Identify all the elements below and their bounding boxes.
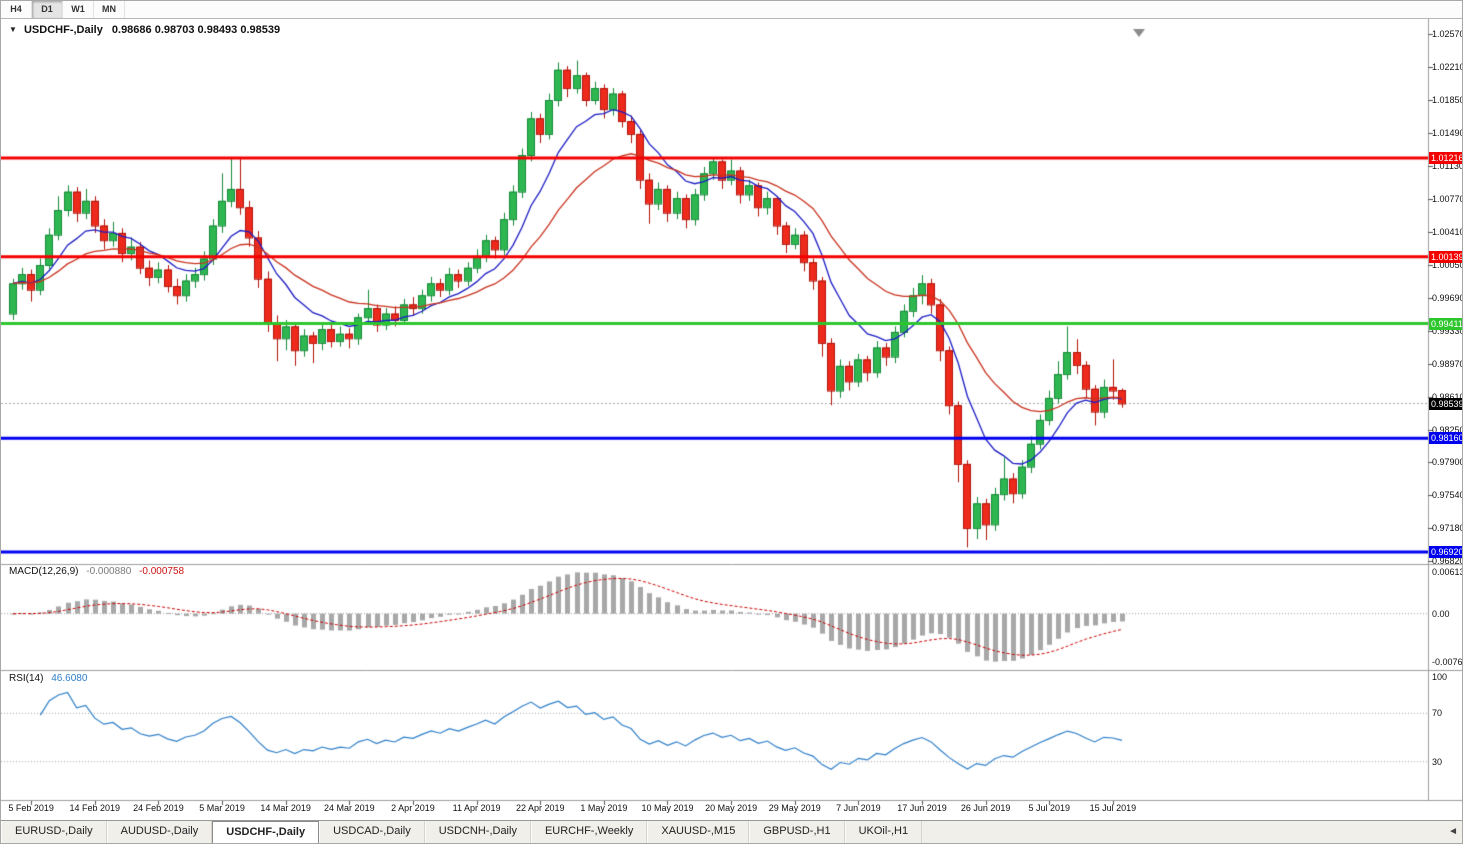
price-scale-label: 0.97900 <box>1432 457 1463 468</box>
chart-tab-eurchf-weekly[interactable]: EURCHF-,Weekly <box>530 821 648 843</box>
hline-price-label: 1.01216 <box>1429 152 1462 165</box>
price-scale-label: 1.02210 <box>1432 62 1463 72</box>
price-scale-label: 0.98970 <box>1432 359 1463 369</box>
date-axis-label: 26 Jun 2019 <box>960 803 1011 813</box>
macd-axis-zero-label: 0.00 <box>1432 608 1450 619</box>
chart-tab-xauusd-m15[interactable]: XAUUSD-,M15 <box>647 821 750 843</box>
date-axis-label: 5 Mar 2019 <box>199 803 245 813</box>
date-axis-label: 22 Apr 2019 <box>515 803 565 813</box>
timeframe-button-w1[interactable]: W1 <box>63 1 94 18</box>
chart-tabs-bar: EURUSD-,Daily AUDUSD-,Daily USDCHF-,Daily U… <box>1 820 1462 843</box>
rsi-axis-label: 100 <box>1432 672 1448 682</box>
date-axis-label: 24 Mar 2019 <box>324 803 375 813</box>
price-scale-label: 0.98610 <box>1432 392 1462 402</box>
rsi-axis-label: 30 <box>1432 756 1443 767</box>
date-axis-label: 10 May 2019 <box>641 803 694 813</box>
date-axis[interactable]: 5 Feb 2019 14 Feb 2019 24 Feb 2019 5 Mar 20… <box>1 801 1428 818</box>
price-scale-label: 0.99330 <box>1432 326 1463 336</box>
timeframe-button-d1[interactable]: D1 <box>32 1 63 18</box>
price-scale-label: 0.97540 <box>1432 490 1463 501</box>
date-axis-label: 7 Jun 2019 <box>836 803 881 813</box>
chart-symbol-period: USDCHF-,Daily <box>23 24 103 36</box>
price-scale-label: 0.96820 <box>1432 556 1463 567</box>
hline-price-label: 0.96920 <box>1429 545 1462 558</box>
macd-axis-max-label: 0.00613 <box>1432 567 1463 578</box>
macd-indicator-label: MACD(12,26,9) -0.000880 -0.000758 <box>9 566 184 577</box>
hline-price-label: 0.98160 <box>1429 432 1462 445</box>
date-axis-label: 17 Jun 2019 <box>897 803 947 813</box>
date-axis-label: 29 May 2019 <box>768 803 821 813</box>
date-axis-label: 11 Apr 2019 <box>452 803 501 813</box>
current-price-label: 0.98539 <box>1429 397 1462 410</box>
chart-tab-usdcad-daily[interactable]: USDCAD-,Daily <box>319 821 425 843</box>
macd-main-value: -0.000880 <box>86 566 132 577</box>
chart-title: ▼ USDCHF-,Daily 0.98686 0.98703 0.98493 … <box>9 24 280 36</box>
chart-tab-gbpusd-h1[interactable]: GBPUSD-,H1 <box>749 821 845 843</box>
chart-ohlc-values: 0.98686 0.98703 0.98493 0.98539 <box>111 24 281 36</box>
date-axis-label: 20 May 2019 <box>705 803 758 813</box>
timeframe-button-mn[interactable]: MN <box>94 1 125 18</box>
price-scale-label: 1.02570 <box>1432 29 1463 39</box>
rsi-value: 46.6080 <box>51 673 88 684</box>
price-scale-label: 0.99690 <box>1432 293 1463 303</box>
price-scale-label: 1.00050 <box>1432 260 1463 270</box>
chart-tab-eurusd-daily[interactable]: EURUSD-,Daily <box>1 821 107 843</box>
price-scale-label: 0.98250 <box>1432 425 1463 435</box>
rsi-indicator-label: RSI(14) 46.6080 <box>9 673 87 684</box>
hline-price-label: 0.99411 <box>1429 317 1463 330</box>
price-scale-label: 1.01490 <box>1432 128 1463 138</box>
price-scale-label: 0.97180 <box>1432 523 1463 534</box>
rsi-name: RSI(14) <box>9 673 44 684</box>
date-axis-label: 14 Mar 2019 <box>260 803 311 813</box>
timeframe-button-h4[interactable]: H4 <box>1 1 32 18</box>
macd-name: MACD(12,26,9) <box>9 566 79 577</box>
price-scale-label: 1.00410 <box>1432 227 1463 237</box>
date-axis-label: 2 Apr 2019 <box>391 803 435 813</box>
chart-tab-usdcnh-daily[interactable]: USDCNH-,Daily <box>424 821 531 843</box>
date-axis-label: 1 May 2019 <box>580 803 628 813</box>
chart-tab-ukoil-h1[interactable]: UKOil-,H1 <box>844 821 923 843</box>
price-scale-label: 1.00770 <box>1432 194 1463 204</box>
macd-axis-min-label: -0.0076123 <box>1432 656 1463 667</box>
chart-tab-usdchf-daily[interactable]: USDCHF-,Daily <box>212 821 320 843</box>
date-axis-label: 24 Feb 2019 <box>133 803 184 813</box>
tab-scroll-left-button[interactable]: ◄ <box>1448 826 1458 837</box>
price-axis[interactable]: 1.02570 1.02210 1.01850 1.01490 1.01130 1.007… <box>1428 1 1463 821</box>
date-axis-label: 5 Jul 2019 <box>1028 803 1071 813</box>
timeframe-toolbar: H4 D1 W1 MN <box>1 1 1462 19</box>
date-axis-label: 15 Jul 2019 <box>1089 803 1137 813</box>
chart-tab-audusd-daily[interactable]: AUDUSD-,Daily <box>106 821 213 843</box>
price-scale-label: 1.01130 <box>1432 161 1463 171</box>
date-axis-label: 14 Feb 2019 <box>69 803 121 813</box>
date-axis-label: 5 Feb 2019 <box>8 803 54 813</box>
macd-signal-value: -0.000758 <box>139 566 185 577</box>
symbol-marker-icon: ▼ <box>9 25 17 34</box>
price-scale-label: 1.01850 <box>1432 95 1463 105</box>
rsi-axis-label: 70 <box>1432 708 1443 719</box>
hline-price-label: 1.00139 <box>1429 250 1462 263</box>
